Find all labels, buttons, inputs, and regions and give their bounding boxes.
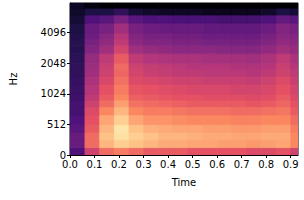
svg-text:0.0: 0.0 — [62, 159, 78, 170]
svg-text:0: 0 — [59, 149, 66, 161]
svg-text:4096: 4096 — [41, 27, 66, 38]
svg-text:0.9: 0.9 — [283, 159, 299, 170]
svg-text:2048: 2048 — [41, 58, 66, 69]
svg-text:Time: Time — [171, 177, 196, 188]
svg-text:0.4: 0.4 — [160, 159, 176, 170]
svg-text:512: 512 — [47, 119, 66, 130]
svg-text:Hz: Hz — [8, 73, 19, 86]
svg-text:0.5: 0.5 — [185, 159, 201, 170]
svg-text:1024: 1024 — [41, 88, 66, 99]
svg-text:0.2: 0.2 — [111, 159, 127, 170]
svg-text:0.8: 0.8 — [258, 159, 274, 170]
svg-text:0.3: 0.3 — [136, 159, 152, 170]
svg-text:0.6: 0.6 — [209, 159, 225, 170]
svg-text:0.7: 0.7 — [234, 159, 250, 170]
svg-text:0.1: 0.1 — [87, 159, 103, 170]
